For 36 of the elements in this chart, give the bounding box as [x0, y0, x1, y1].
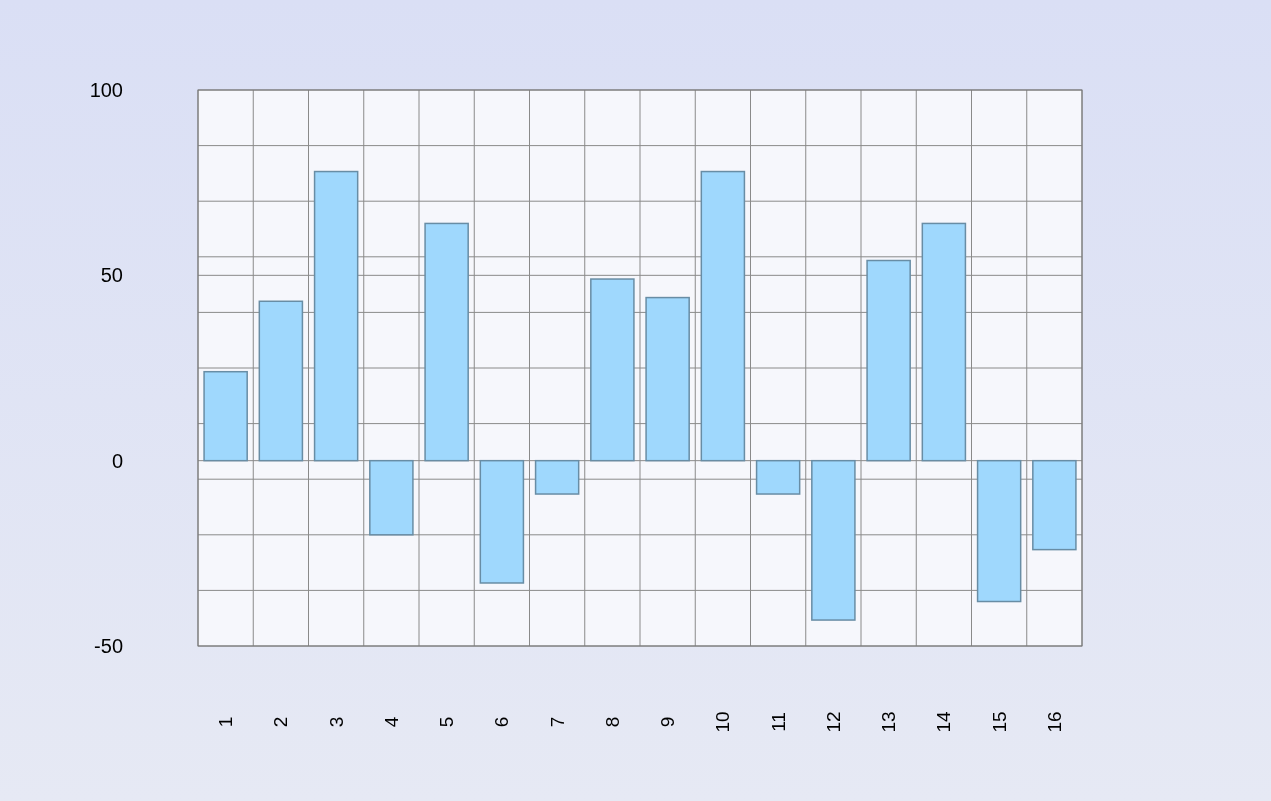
bar — [645, 296, 690, 462]
x-tick-label: 7 — [546, 716, 568, 728]
x-tick-label: 8 — [601, 716, 623, 728]
bar — [258, 300, 304, 462]
x-tick-label: 2 — [270, 716, 292, 728]
bar — [976, 459, 1022, 603]
bar — [921, 222, 967, 462]
y-tick-label: 100 — [89, 79, 123, 101]
bar — [700, 170, 746, 462]
y-tick-label: 0 — [111, 449, 123, 472]
x-tick-label: 16 — [1043, 711, 1065, 733]
x-tick-label: 14 — [933, 711, 955, 733]
bar — [369, 459, 414, 536]
x-tick-label: 4 — [380, 716, 402, 728]
x-tick-label: 6 — [491, 716, 513, 728]
bar — [424, 222, 469, 462]
bar — [866, 259, 911, 462]
bar — [313, 170, 359, 462]
y-tick-label: 50 — [100, 264, 123, 287]
y-tick-label: -50 — [94, 635, 123, 657]
bar — [590, 278, 635, 462]
x-tick-label: 3 — [325, 716, 347, 728]
x-tick-label: 13 — [878, 711, 900, 733]
bar — [534, 459, 580, 495]
x-tick-label: 5 — [436, 716, 458, 728]
x-tick-label: 10 — [712, 711, 734, 733]
x-tick-label: 1 — [215, 716, 237, 728]
x-tick-label: 12 — [822, 711, 844, 733]
bar — [203, 370, 248, 462]
x-tick-label: 9 — [657, 716, 679, 728]
bar — [479, 459, 525, 584]
x-tick-label: 11 — [767, 712, 789, 732]
bar — [1032, 459, 1077, 551]
x-tick-label: 15 — [988, 711, 1010, 733]
bar — [811, 459, 856, 621]
bar — [755, 459, 801, 495]
